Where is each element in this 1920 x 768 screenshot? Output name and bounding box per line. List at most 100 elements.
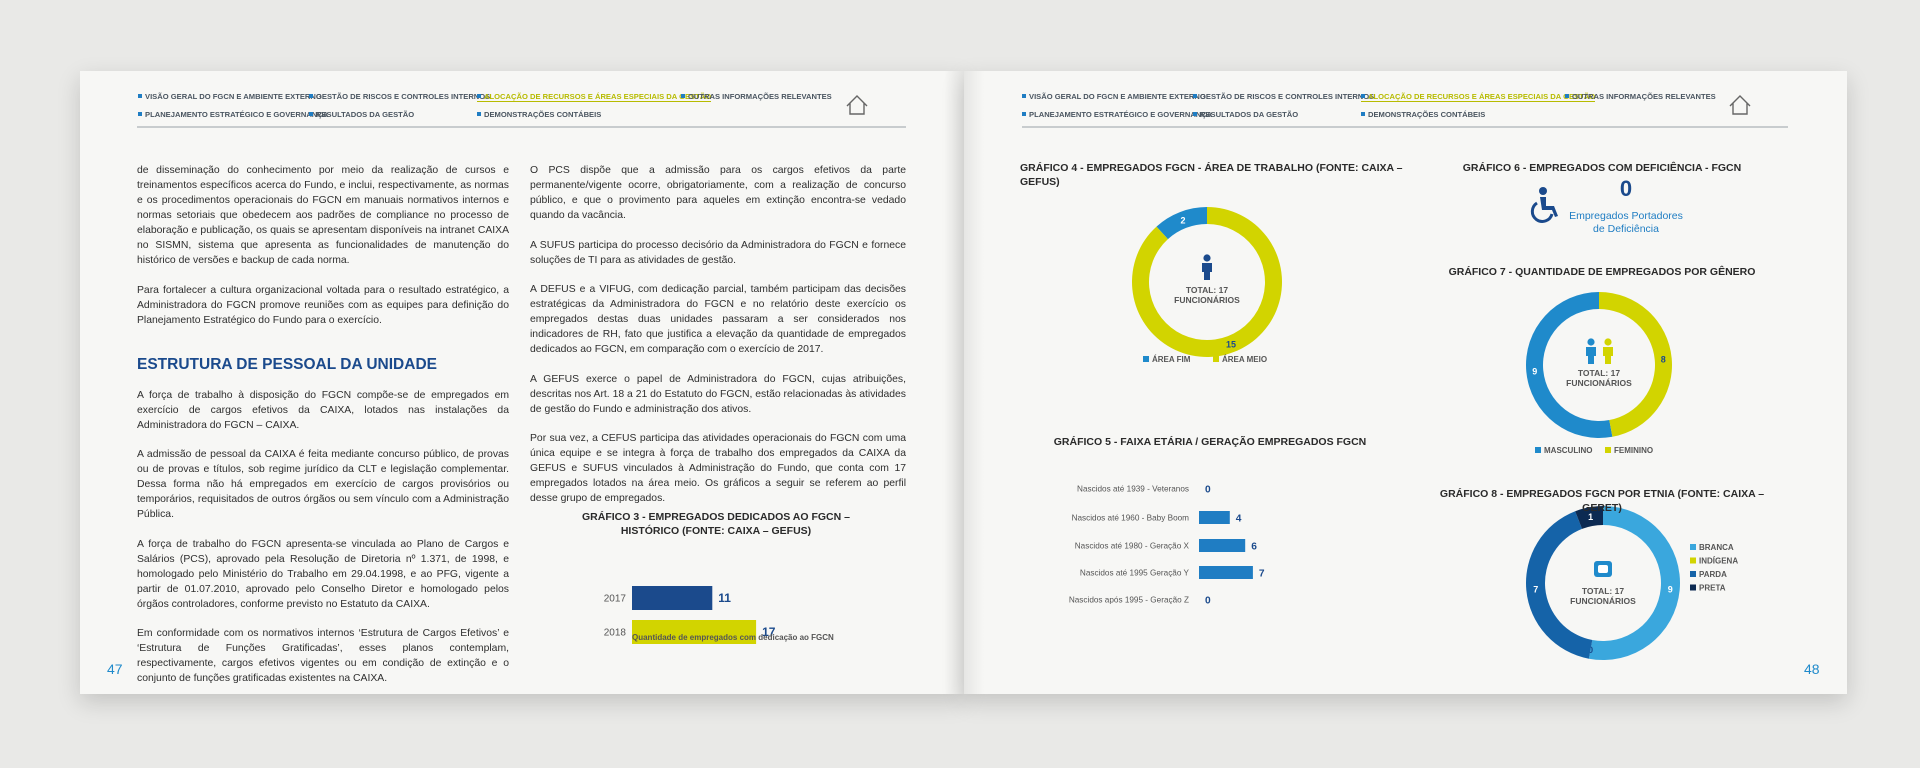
paragraph: A força de trabalho à disposição do FGCN… (137, 389, 509, 431)
category-label: Nascidos até 1995 Geração Y (1080, 568, 1190, 577)
text-column: O PCS dispõe que a admissão para os carg… (530, 163, 906, 521)
nav-item[interactable]: ALOCAÇÃO DE RECURSOS E ÁREAS ESPECIAIS D… (1361, 92, 1596, 102)
legend-label: MASCULINO (1544, 446, 1592, 455)
legend-swatch (1690, 544, 1696, 550)
paragraph: Por sua vez, a CEFUS participa das ativi… (530, 433, 906, 504)
segment-label: 9 (1668, 585, 1673, 595)
left-page (80, 71, 964, 694)
legend-swatch (1213, 356, 1219, 362)
center-label: TOTAL: 17 FUNCIONÁRIOS (1174, 285, 1240, 305)
bar (632, 620, 757, 644)
legend-swatch (1605, 447, 1611, 453)
paragraph: Em conformidade com os normativos intern… (137, 628, 509, 684)
fold-shadow (944, 71, 984, 694)
nav-item[interactable]: GESTÃO DE RISCOS E CONTROLES INTERNOS (309, 92, 490, 101)
legend-label: ÁREA FIM (1152, 355, 1191, 364)
category-label: Nascidos até 1939 - Veteranos (1077, 484, 1189, 493)
category-label: 2018 (604, 628, 627, 639)
ethnicity-icon (1598, 565, 1608, 573)
page-number: 47 (107, 661, 123, 677)
segment-label: 8 (1661, 355, 1666, 365)
paragraph: A força de trabalho do FGCN apresenta-se… (137, 538, 509, 610)
chart-title: GRÁFICO 3 - EMPREGADOS DEDICADOS AO FGCN… (582, 511, 850, 537)
legend-label: BRANCA (1699, 543, 1734, 552)
paragraph: A admissão de pessoal da CAIXA é feita m… (137, 449, 509, 520)
paragraph: O PCS dispõe que a admissão para os carg… (530, 165, 906, 221)
nav-item[interactable]: OUTRAS INFORMAÇÕES RELEVANTES (681, 92, 832, 101)
donut-segment (1525, 292, 1613, 439)
right-page (964, 71, 1847, 694)
value-label: 0 (1205, 596, 1211, 607)
paragraph: Para fortalecer a cultura organizacional… (137, 284, 509, 326)
bar (1199, 566, 1253, 579)
legend-label: PARDA (1699, 570, 1727, 579)
stat-label: Empregados Portadores de Deficiência (1569, 210, 1683, 235)
nav-item[interactable]: RESULTADOS DA GESTÃO (309, 110, 414, 119)
chart-caption: Quantidade de empregados com dedicação a… (632, 633, 834, 642)
legend-label: FEMININO (1614, 446, 1653, 455)
segment-label: 9 (1532, 366, 1537, 376)
nav-item[interactable]: OUTRAS INFORMAÇÕES RELEVANTES (1565, 92, 1716, 101)
category-label: Nascidos até 1960 - Baby Boom (1072, 513, 1190, 522)
legend-swatch (1143, 356, 1149, 362)
page-number: 48 (1804, 661, 1820, 677)
nav-item[interactable]: PLANEJAMENTO ESTRATÉGICO E GOVERNANÇA (138, 110, 328, 119)
bar (1199, 539, 1246, 552)
donut-segment (1575, 506, 1603, 529)
nav-item[interactable]: DEMONSTRAÇÕES CONTÁBEIS (1361, 110, 1485, 119)
value-label: 11 (718, 591, 731, 605)
paragraph: A DEFUS e a VIFUG, com dedicação parcial… (530, 284, 906, 355)
segment-label: 1 (1588, 512, 1593, 522)
chart-title: GRÁFICO 7 - QUANTIDADE DE EMPREGADOS POR… (1448, 266, 1756, 278)
nav-item[interactable]: VISÃO GERAL DO FGCN E AMBIENTE EXTERNO (1022, 92, 1206, 101)
nav-item[interactable]: DEMONSTRAÇÕES CONTÁBEIS (477, 110, 601, 119)
nav-item[interactable]: PLANEJAMENTO ESTRATÉGICO E GOVERNANÇA (1022, 110, 1212, 119)
donut-segment (1588, 506, 1680, 660)
center-label: TOTAL: 17 FUNCIONÁRIOS (1570, 586, 1636, 606)
home-icon[interactable] (846, 95, 868, 115)
chart-title: GRÁFICO 8 - EMPREGADOS FGCN POR ETNIA (F… (1439, 488, 1765, 514)
category-label: Nascidos até 1980 - Geração X (1075, 541, 1190, 550)
bar (632, 586, 713, 610)
nav-item[interactable]: VISÃO GERAL DO FGCN E AMBIENTE EXTERNO (138, 92, 322, 101)
nav-item[interactable]: ALOCAÇÃO DE RECURSOS E ÁREAS ESPECIAIS D… (477, 92, 712, 102)
segment-label: 7 (1533, 585, 1538, 595)
section-heading: ESTRUTURA DE PESSOAL DA UNIDADE (137, 355, 437, 373)
center-label: TOTAL: 17 FUNCIONÁRIOS (1566, 368, 1632, 388)
person-icon (1587, 338, 1595, 346)
segment-label: 2 (1180, 215, 1185, 225)
value-label: 17 (762, 625, 776, 639)
donut-segment (1526, 511, 1593, 659)
value-label: 6 (1251, 542, 1257, 553)
chart-title: GRÁFICO 4 - EMPREGADOS FGCN - ÁREA DE TR… (1020, 162, 1403, 188)
legend-label: PRETA (1699, 584, 1726, 593)
legend-swatch (1690, 557, 1696, 564)
chart-title: GRÁFICO 5 - FAIXA ETÁRIA / GERAÇÃO EMPRE… (1053, 436, 1367, 448)
donut-segment (1156, 207, 1207, 240)
home-icon[interactable] (1729, 95, 1751, 115)
person-icon (1604, 338, 1612, 346)
legend-swatch (1690, 571, 1696, 577)
legend-swatch (1690, 584, 1696, 591)
nav-item[interactable]: RESULTADOS DA GESTÃO (1193, 110, 1298, 119)
value-label: 0 (1205, 485, 1211, 496)
chart-title: GRÁFICO 6 - EMPREGADOS COM DEFICIÊNCIA -… (1462, 162, 1742, 174)
legend-swatch (1535, 447, 1541, 453)
bar (1199, 511, 1230, 524)
person-icon (1203, 254, 1211, 262)
paragraph: A GEFUS exerce o papel de Administradora… (530, 373, 907, 415)
wheelchair-icon (1530, 187, 1558, 223)
person-icon (1586, 347, 1596, 364)
segment-label: 0 (1588, 645, 1593, 655)
donut-segment (1599, 292, 1672, 437)
segment-label: 15 (1226, 340, 1236, 350)
category-label: 2017 (604, 594, 627, 605)
legend-label: ÁREA MEIO (1222, 355, 1267, 364)
value-label: 7 (1259, 569, 1265, 580)
paragraph: A SUFUS participa do processo decisório … (530, 239, 906, 266)
paragraph: de disseminação do conhecimento por meio… (137, 165, 509, 266)
nav-item[interactable]: GESTÃO DE RISCOS E CONTROLES INTERNOS (1193, 92, 1374, 101)
